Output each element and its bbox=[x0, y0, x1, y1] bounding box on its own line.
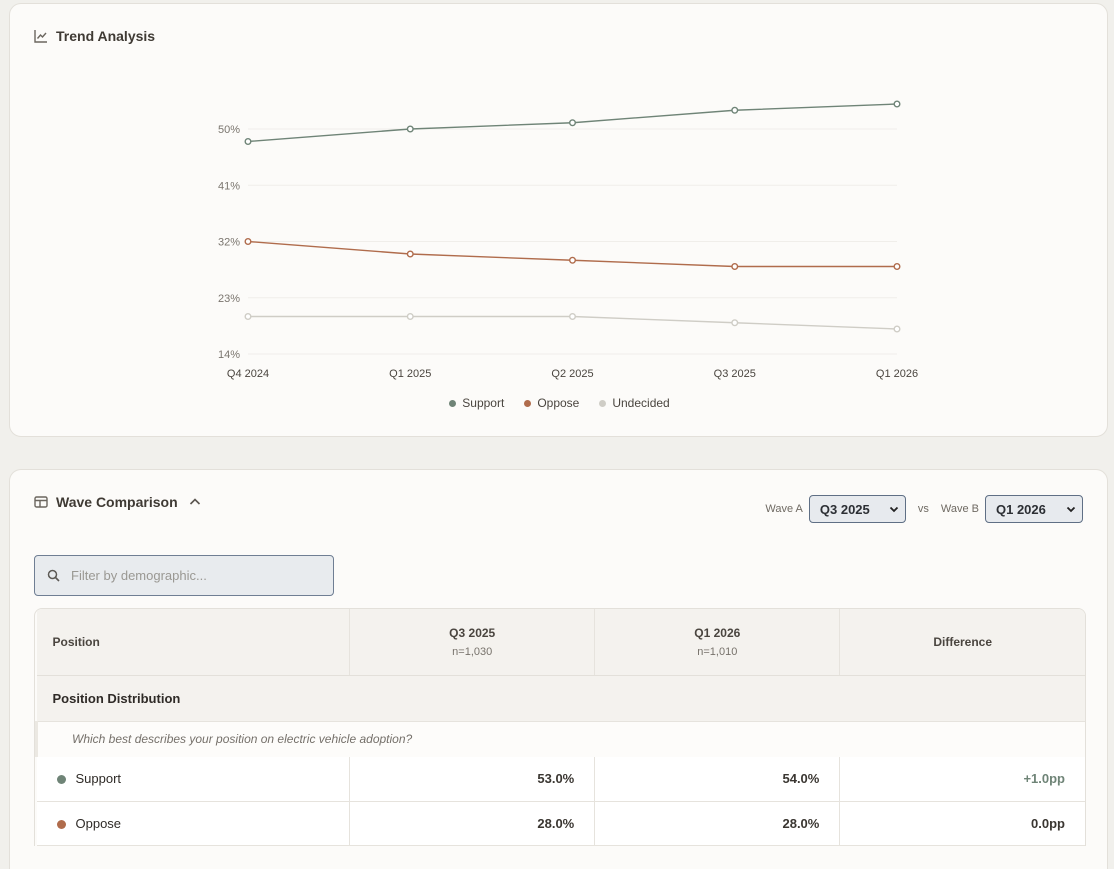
y-tick-label: 50% bbox=[218, 124, 240, 136]
wave-a-sample-size: n=1,030 bbox=[452, 645, 493, 658]
question-text: Which best describes your position on el… bbox=[35, 721, 1085, 757]
x-tick-label: Q1 2026 bbox=[876, 368, 918, 380]
legend-label: Undecided bbox=[612, 396, 670, 410]
wave-b-label: Wave B bbox=[940, 503, 979, 515]
x-tick-label: Q2 2025 bbox=[551, 368, 593, 380]
row-difference: 0.0pp bbox=[839, 801, 1085, 846]
chevron-down-icon bbox=[889, 506, 899, 513]
legend-item-undecided[interactable]: Undecided bbox=[599, 396, 670, 410]
comparison-table: Position Q3 2025 n=1,030 Q1 2026 n=1,010… bbox=[34, 608, 1086, 846]
row-wave-b-value: 28.0% bbox=[594, 801, 841, 846]
table-header-row: Position Q3 2025 n=1,030 Q1 2026 n=1,010… bbox=[36, 609, 1085, 676]
y-tick-label: 32% bbox=[218, 237, 240, 249]
series-dot bbox=[56, 775, 66, 785]
y-tick-label: 41% bbox=[218, 180, 240, 192]
section-title: Position Distribution bbox=[36, 675, 1085, 722]
data-point-support[interactable] bbox=[406, 125, 414, 133]
table-row: Oppose 28.0% 28.0% 0.0pp bbox=[36, 801, 1085, 846]
data-point-oppose[interactable] bbox=[731, 263, 739, 271]
wave-a-select[interactable]: Q3 2025 bbox=[808, 495, 906, 523]
trend-line-chart: 50% 41% 32% 23% 14% Q4 2024 Q1 2025 Q2 2025 Q3 2… bbox=[218, 100, 918, 380]
col-header-wave-a[interactable]: Q3 2025 n=1,030 bbox=[349, 609, 596, 676]
chevron-down-icon bbox=[1066, 506, 1076, 513]
wave-b-sample-size: n=1,010 bbox=[697, 645, 738, 658]
wave-b-value: Q1 2026 bbox=[996, 501, 1046, 517]
search-icon bbox=[47, 569, 60, 582]
y-tick-label: 23% bbox=[218, 293, 240, 305]
data-point-undecided[interactable] bbox=[731, 319, 739, 327]
data-point-support[interactable] bbox=[244, 137, 252, 145]
x-tick-label: Q3 2025 bbox=[714, 368, 756, 380]
wave-selector: Wave A Q3 2025 vs Wave B Q1 2026 bbox=[765, 495, 1083, 523]
y-tick-label: 14% bbox=[218, 349, 240, 361]
trend-analysis-title: Trend Analysis bbox=[56, 28, 156, 44]
x-tick-label: Q1 2025 bbox=[389, 368, 431, 380]
wave-comparison-card: Wave Comparison Wave A Q3 2025 vs Wave B… bbox=[9, 469, 1108, 869]
data-point-undecided[interactable] bbox=[244, 313, 252, 321]
table-row: Support 53.0% 54.0% +1.0pp bbox=[36, 757, 1085, 802]
chart-legend: Support Oppose Undecided bbox=[10, 396, 1109, 410]
data-point-oppose[interactable] bbox=[893, 263, 901, 271]
wave-b-select[interactable]: Q1 2026 bbox=[985, 495, 1083, 523]
col-header-wave-b[interactable]: Q1 2026 n=1,010 bbox=[594, 609, 841, 676]
data-point-undecided[interactable] bbox=[406, 313, 414, 321]
demographic-filter[interactable] bbox=[34, 555, 334, 596]
series-dot bbox=[56, 819, 66, 829]
trend-analysis-card: Trend Analysis 50% 41% 32% 23% 14% Q4 2024 Q1 … bbox=[9, 3, 1108, 437]
col-header-position[interactable]: Position bbox=[36, 609, 351, 676]
row-wave-a-value: 28.0% bbox=[349, 801, 596, 846]
legend-item-oppose[interactable]: Oppose bbox=[524, 396, 579, 410]
data-point-oppose[interactable] bbox=[406, 250, 414, 258]
data-point-oppose[interactable] bbox=[569, 256, 577, 264]
legend-dot bbox=[524, 399, 532, 407]
question-row: Which best describes your position on el… bbox=[35, 721, 1085, 757]
trend-analysis-header: Trend Analysis bbox=[34, 28, 155, 44]
line-chart-icon bbox=[34, 30, 47, 43]
wave-a-label: Wave A bbox=[765, 503, 803, 515]
wave-a-value: Q3 2025 bbox=[819, 501, 870, 517]
chevron-up-icon[interactable] bbox=[188, 495, 202, 509]
col-header-difference[interactable]: Difference bbox=[839, 609, 1085, 676]
x-tick-label: Q4 2024 bbox=[227, 368, 269, 380]
data-point-oppose[interactable] bbox=[244, 237, 252, 245]
legend-dot bbox=[449, 399, 457, 407]
demographic-filter-input[interactable] bbox=[69, 567, 313, 584]
row-label: Oppose bbox=[36, 801, 351, 846]
vs-label: vs bbox=[917, 503, 929, 515]
data-point-undecided[interactable] bbox=[893, 325, 901, 333]
row-wave-a-value: 53.0% bbox=[349, 757, 596, 802]
row-difference: +1.0pp bbox=[839, 757, 1085, 802]
table-icon bbox=[34, 496, 48, 508]
row-wave-b-value: 54.0% bbox=[594, 757, 841, 802]
wave-comparison-header[interactable]: Wave Comparison bbox=[34, 494, 202, 510]
legend-item-support[interactable]: Support bbox=[449, 396, 504, 410]
data-point-support[interactable] bbox=[731, 106, 739, 114]
data-point-support[interactable] bbox=[893, 100, 901, 108]
legend-dot bbox=[599, 399, 607, 407]
legend-label: Oppose bbox=[537, 396, 580, 410]
wave-comparison-title: Wave Comparison bbox=[56, 494, 178, 510]
legend-label: Support bbox=[462, 396, 505, 410]
data-point-support[interactable] bbox=[569, 119, 577, 127]
section-row: Position Distribution bbox=[36, 675, 1085, 722]
row-label: Support bbox=[36, 757, 351, 802]
data-point-undecided[interactable] bbox=[569, 313, 577, 321]
